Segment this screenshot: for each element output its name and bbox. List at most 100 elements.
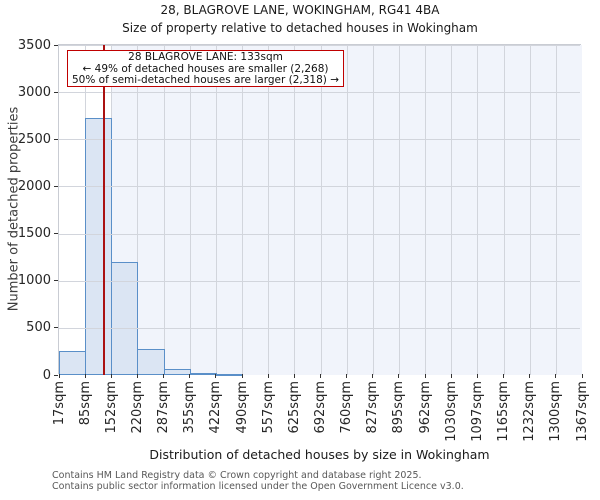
x-tick-mark xyxy=(398,374,400,378)
h-gridline xyxy=(59,233,580,235)
v-gridline xyxy=(163,45,165,375)
v-gridline xyxy=(320,45,322,375)
v-gridline xyxy=(189,45,191,375)
x-tick-mark xyxy=(346,374,348,378)
annotation-box: 28 BLAGROVE LANE: 133sqm ← 49% of detach… xyxy=(67,50,344,87)
x-tick-mark xyxy=(163,374,165,378)
x-tick-label: 625sqm xyxy=(286,381,302,434)
y-tick-mark xyxy=(54,91,58,93)
v-gridline xyxy=(425,45,427,375)
x-tick-mark xyxy=(58,374,60,378)
x-tick-label: 490sqm xyxy=(234,381,250,434)
x-tick-label: 85sqm xyxy=(77,381,93,426)
annotation-line-1: 28 BLAGROVE LANE: 133sqm xyxy=(128,51,283,63)
y-tick-label: 3500 xyxy=(17,37,51,53)
h-gridline xyxy=(59,45,580,46)
x-tick-mark xyxy=(424,374,426,378)
x-tick-mark xyxy=(110,374,112,378)
x-tick-mark xyxy=(136,374,138,378)
x-tick-label: 962sqm xyxy=(417,381,433,434)
v-gridline xyxy=(294,45,296,375)
x-tick-mark xyxy=(241,374,243,378)
footer-line-2: Contains public sector information licen… xyxy=(52,481,464,493)
x-tick-label: 422sqm xyxy=(208,381,224,434)
y-tick-label: 2500 xyxy=(17,131,51,147)
bar xyxy=(59,351,87,375)
y-tick-label: 1500 xyxy=(17,226,51,242)
v-gridline xyxy=(529,45,531,375)
x-tick-label: 1165sqm xyxy=(496,381,512,442)
bar xyxy=(137,348,165,375)
x-tick-mark xyxy=(581,374,583,378)
v-gridline xyxy=(268,45,270,375)
y-tick-mark xyxy=(54,374,58,376)
v-gridline xyxy=(137,45,139,375)
plot-area: 0 500 1000 1500 2000 2500 3000 3500 17sqm 85sqm 15… xyxy=(18,38,590,442)
bar xyxy=(189,372,217,375)
h-gridline xyxy=(59,280,580,282)
x-tick-mark xyxy=(293,374,295,378)
footer: Contains HM Land Registry data © Crown c… xyxy=(52,470,464,493)
h-gridline xyxy=(59,327,580,329)
x-tick-label: 557sqm xyxy=(260,381,276,434)
x-tick-mark xyxy=(267,374,269,378)
x-tick-label: 1300sqm xyxy=(548,381,564,442)
y-tick-label: 500 xyxy=(26,320,51,336)
y-tick-label: 2000 xyxy=(17,178,51,194)
v-gridline xyxy=(346,45,348,375)
bar xyxy=(111,261,139,375)
x-tick-mark xyxy=(84,374,86,378)
x-tick-label: 760sqm xyxy=(339,381,355,434)
x-tick-mark xyxy=(372,374,374,378)
x-tick-label: 1030sqm xyxy=(443,381,459,442)
x-tick-label: 1367sqm xyxy=(574,381,590,442)
y-tick-mark xyxy=(54,185,58,187)
x-tick-mark xyxy=(476,374,478,378)
chart-title: 28, BLAGROVE LANE, WOKINGHAM, RG41 4BA xyxy=(160,3,440,17)
x-tick-mark xyxy=(450,374,452,378)
v-gridline xyxy=(451,45,453,375)
x-tick-label: 152sqm xyxy=(103,381,119,434)
x-tick-label: 1232sqm xyxy=(522,381,538,442)
y-tick-label: 1000 xyxy=(17,273,51,289)
x-tick-mark xyxy=(189,374,191,378)
x-axis-label: Distribution of detached houses by size … xyxy=(149,447,490,462)
v-gridline xyxy=(372,45,374,375)
v-gridline xyxy=(555,45,557,375)
x-tick-label: 220sqm xyxy=(129,381,145,434)
y-tick-mark xyxy=(54,44,58,46)
annotation-line-3: 50% of semi-detached houses are larger (… xyxy=(71,74,339,87)
y-tick-mark xyxy=(54,233,58,235)
x-tick-label: 17sqm xyxy=(51,381,67,426)
h-gridline xyxy=(59,186,580,188)
footer-line-1: Contains HM Land Registry data © Crown c… xyxy=(52,470,422,481)
x-tick-mark xyxy=(529,374,531,378)
x-tick-label: 355sqm xyxy=(182,381,198,434)
y-tick-label: 0 xyxy=(42,367,51,383)
x-tick-mark xyxy=(215,374,217,378)
bar xyxy=(163,369,191,375)
x-tick-label: 287sqm xyxy=(156,381,172,434)
x-tick-label: 895sqm xyxy=(391,381,407,434)
x-tick-mark xyxy=(555,374,557,378)
y-tick-mark xyxy=(54,280,58,282)
chart-subtitle: Size of property relative to detached ho… xyxy=(122,21,478,35)
x-tick-label: 1097sqm xyxy=(469,381,485,442)
v-gridline xyxy=(398,45,400,375)
y-tick-label: 3000 xyxy=(17,84,51,100)
v-gridline xyxy=(242,45,244,375)
x-tick-label: 827sqm xyxy=(365,381,381,434)
x-tick-mark xyxy=(320,374,321,378)
bar xyxy=(85,117,113,375)
y-tick-mark xyxy=(54,138,58,140)
x-tick-label: 692sqm xyxy=(313,381,328,434)
h-gridline xyxy=(59,92,580,94)
y-tick-mark xyxy=(54,327,58,329)
bar xyxy=(215,374,244,377)
property-size-marker-line xyxy=(103,45,106,375)
h-gridline xyxy=(59,139,580,141)
x-tick-mark xyxy=(503,374,505,378)
v-gridline xyxy=(503,45,505,375)
v-gridline xyxy=(215,45,217,375)
v-gridline xyxy=(477,45,479,375)
